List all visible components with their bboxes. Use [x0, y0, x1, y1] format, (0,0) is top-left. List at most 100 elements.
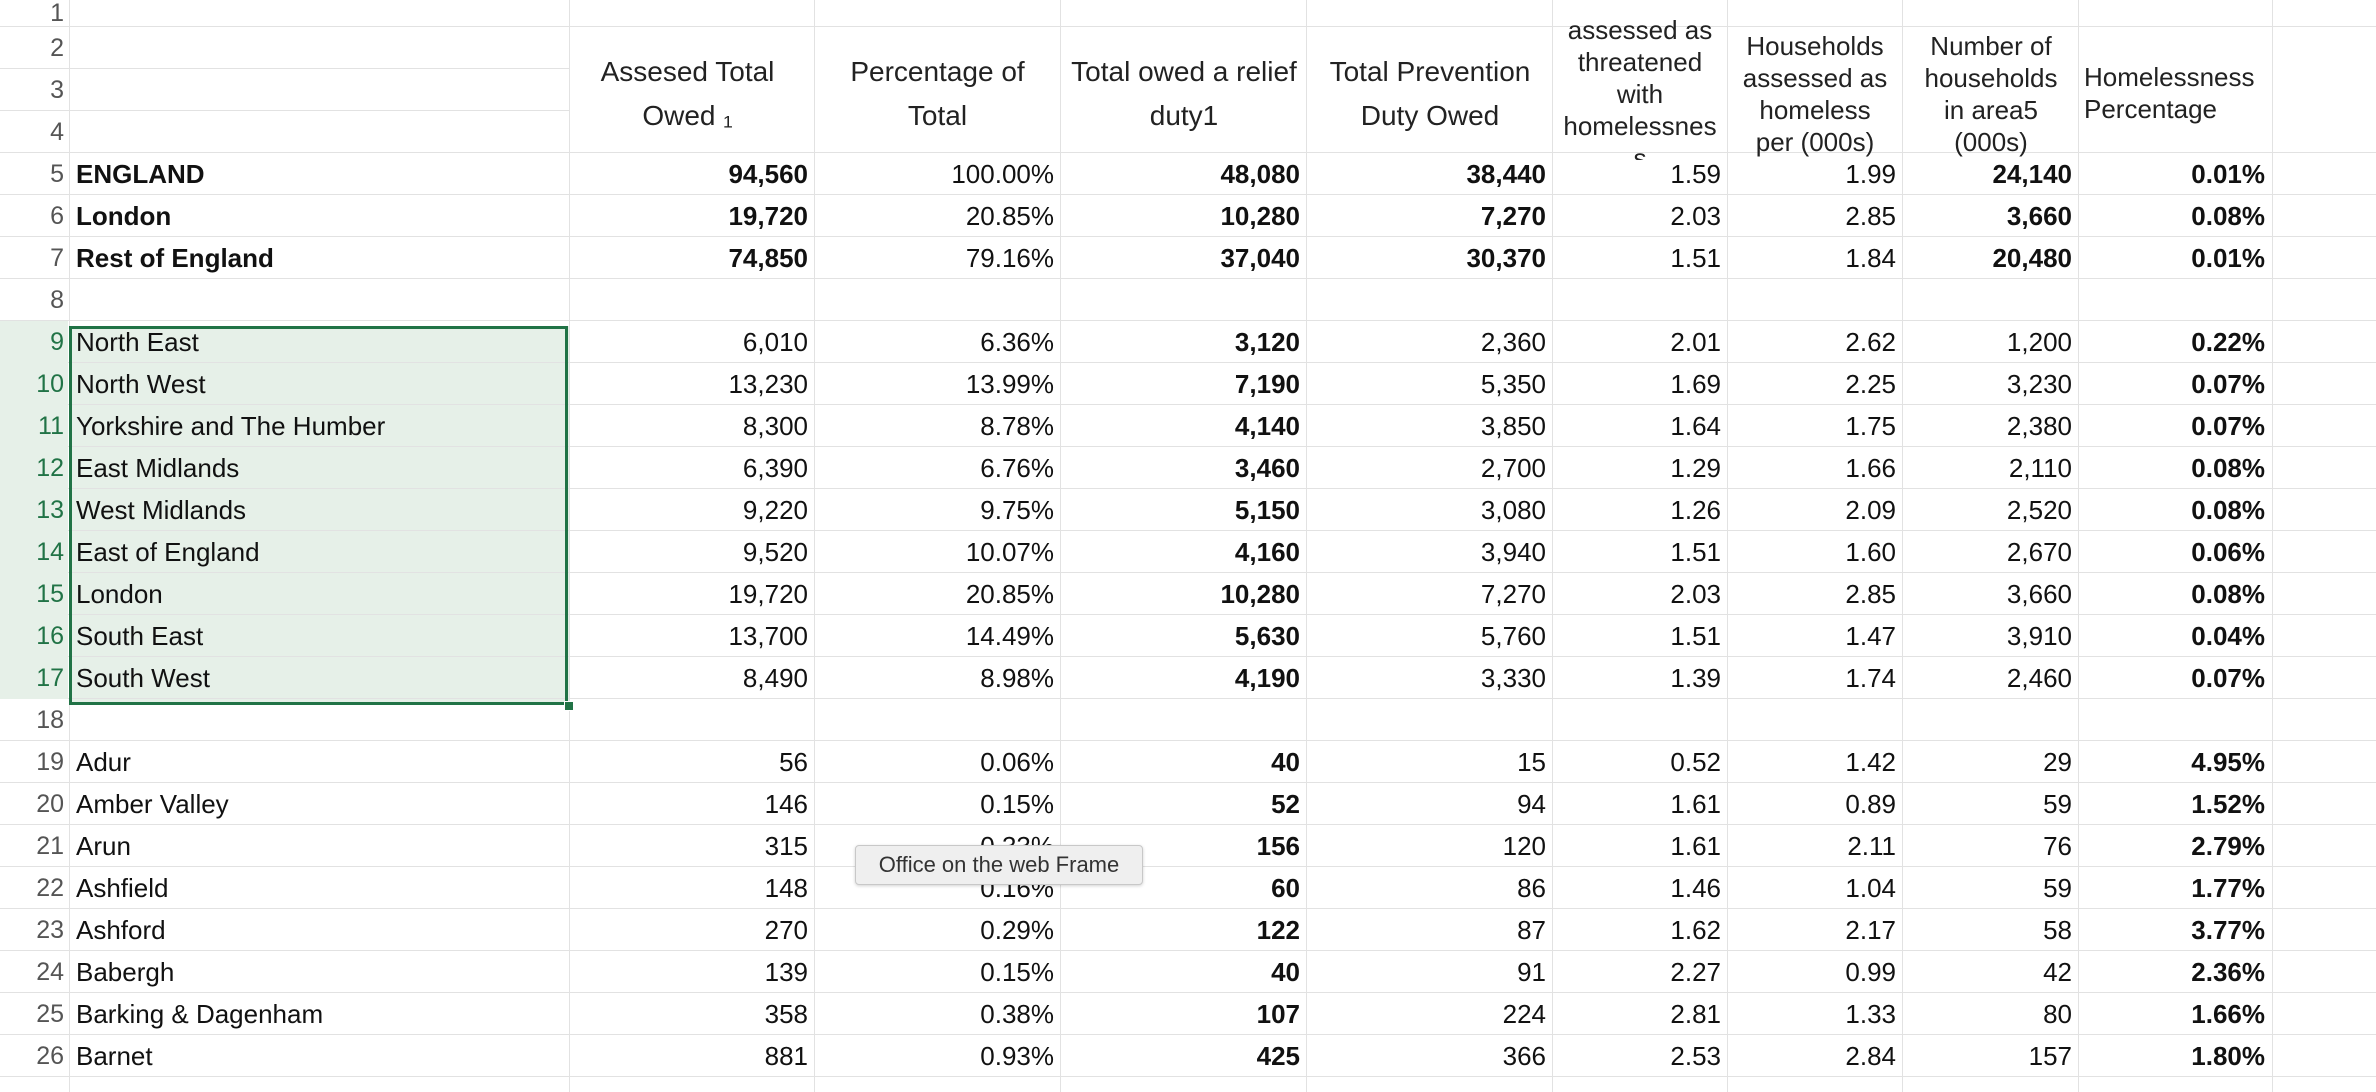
value-cell[interactable]: 0.08% — [2191, 453, 2265, 483]
value-cell[interactable]: 79.16% — [965, 243, 1054, 273]
value-cell[interactable]: 1.61 — [1670, 831, 1721, 861]
value-cell[interactable]: 3,120 — [1234, 327, 1300, 357]
value-cell[interactable]: 14.49% — [965, 621, 1054, 651]
value-cell[interactable]: 5,350 — [1480, 369, 1546, 399]
value-cell[interactable]: 3,080 — [1480, 495, 1546, 525]
value-cell[interactable]: 10,280 — [1220, 579, 1300, 609]
value-cell[interactable]: 10.07% — [965, 537, 1054, 567]
row-number-2[interactable]: 2 — [50, 34, 64, 62]
value-cell[interactable]: 122 — [1256, 915, 1300, 945]
area-name-cell[interactable]: East of England — [76, 537, 260, 567]
value-cell[interactable]: 20.85% — [965, 201, 1054, 231]
value-cell[interactable]: 139 — [764, 957, 808, 987]
value-cell[interactable]: 0.29% — [980, 915, 1054, 945]
area-name-cell[interactable]: Barking & Dagenham — [76, 999, 324, 1029]
row-number-14[interactable]: 14 — [0, 531, 68, 573]
value-cell[interactable]: 2.79% — [2191, 831, 2265, 861]
value-cell[interactable]: 1.29 — [1670, 453, 1721, 483]
value-cell[interactable]: 1.77% — [2191, 873, 2265, 903]
value-cell[interactable]: 1.51 — [1670, 621, 1721, 651]
value-cell[interactable]: 3,660 — [2006, 579, 2072, 609]
value-cell[interactable]: 157 — [2028, 1041, 2072, 1071]
value-cell[interactable]: 74,850 — [728, 243, 808, 273]
value-cell[interactable]: 3,230 — [2006, 369, 2072, 399]
value-cell[interactable]: 1.59 — [1670, 159, 1721, 189]
value-cell[interactable]: 1.47 — [1845, 621, 1896, 651]
area-name-cell[interactable]: Amber Valley — [76, 789, 229, 819]
value-cell[interactable]: 15 — [1517, 747, 1546, 777]
value-cell[interactable]: 0.07% — [2191, 369, 2265, 399]
row-number-15[interactable]: 15 — [0, 573, 68, 615]
value-cell[interactable]: 5,150 — [1234, 495, 1300, 525]
value-cell[interactable]: 2.81 — [1670, 999, 1721, 1029]
value-cell[interactable]: 146 — [764, 789, 808, 819]
value-cell[interactable]: 0.08% — [2191, 579, 2265, 609]
value-cell[interactable]: 1.42 — [1845, 747, 1896, 777]
value-cell[interactable]: 0.07% — [2191, 411, 2265, 441]
row-number-22[interactable]: 22 — [36, 874, 64, 902]
row-number-5[interactable]: 5 — [50, 160, 64, 188]
value-cell[interactable]: 1,200 — [2006, 327, 2072, 357]
value-cell[interactable]: 156 — [1256, 831, 1300, 861]
row-number-9[interactable]: 9 — [0, 321, 68, 363]
value-cell[interactable]: 20.85% — [965, 579, 1054, 609]
value-cell[interactable]: 8,490 — [742, 663, 808, 693]
area-name-cell[interactable]: East Midlands — [76, 453, 240, 483]
header-homeless-per-000s[interactable]: Households assessed as homeless per (000… — [1728, 30, 1902, 160]
value-cell[interactable]: 425 — [1256, 1041, 1300, 1071]
area-name-cell[interactable]: Adur — [76, 747, 131, 777]
value-cell[interactable]: 0.38% — [980, 999, 1054, 1029]
row-number-26[interactable]: 26 — [36, 1042, 64, 1070]
value-cell[interactable]: 91 — [1517, 957, 1546, 987]
value-cell[interactable]: 7,190 — [1234, 369, 1300, 399]
value-cell[interactable]: 2.85 — [1845, 579, 1896, 609]
row-number-4[interactable]: 4 — [50, 118, 64, 146]
area-name-cell[interactable]: ENGLAND — [76, 159, 205, 189]
value-cell[interactable]: 2.01 — [1670, 327, 1721, 357]
value-cell[interactable]: 8,300 — [742, 411, 808, 441]
value-cell[interactable]: 9,220 — [742, 495, 808, 525]
value-cell[interactable]: 0.15% — [980, 789, 1054, 819]
value-cell[interactable]: 0.01% — [2191, 243, 2265, 273]
row-number-23[interactable]: 23 — [36, 916, 64, 944]
value-cell[interactable]: 1.33 — [1845, 999, 1896, 1029]
value-cell[interactable]: 5,760 — [1480, 621, 1546, 651]
value-cell[interactable]: 2,380 — [2006, 411, 2072, 441]
value-cell[interactable]: 0.89 — [1845, 789, 1896, 819]
header-assessed-total-owed[interactable]: Assesed Total Owed ₁ — [570, 50, 805, 160]
row-number-17[interactable]: 17 — [0, 657, 68, 699]
value-cell[interactable]: 6,010 — [742, 327, 808, 357]
value-cell[interactable]: 1.60 — [1845, 537, 1896, 567]
value-cell[interactable]: 0.06% — [980, 747, 1054, 777]
value-cell[interactable]: 80 — [2043, 999, 2072, 1029]
value-cell[interactable]: 2.09 — [1845, 495, 1896, 525]
value-cell[interactable]: 2.03 — [1670, 579, 1721, 609]
value-cell[interactable]: 2,670 — [2006, 537, 2072, 567]
value-cell[interactable]: 0.52 — [1670, 747, 1721, 777]
row-number-6[interactable]: 6 — [50, 202, 64, 230]
value-cell[interactable]: 76 — [2043, 831, 2072, 861]
area-name-cell[interactable]: Arun — [76, 831, 131, 861]
value-cell[interactable]: 0.99 — [1845, 957, 1896, 987]
value-cell[interactable]: 2,460 — [2006, 663, 2072, 693]
value-cell[interactable]: 6.36% — [980, 327, 1054, 357]
value-cell[interactable]: 1.80% — [2191, 1041, 2265, 1071]
value-cell[interactable]: 1.46 — [1670, 873, 1721, 903]
value-cell[interactable]: 40 — [1271, 747, 1300, 777]
value-cell[interactable]: 94,560 — [728, 159, 808, 189]
value-cell[interactable]: 9,520 — [742, 537, 808, 567]
area-name-cell[interactable]: Babergh — [76, 957, 175, 987]
value-cell[interactable]: 13,230 — [728, 369, 808, 399]
header-homelessness-percentage[interactable]: Homelessness Percentage — [2084, 61, 2274, 131]
value-cell[interactable]: 1.51 — [1670, 243, 1721, 273]
area-name-cell[interactable]: Yorkshire and The Humber — [76, 411, 386, 441]
value-cell[interactable]: 1.04 — [1845, 873, 1896, 903]
header-threatened-homelessness[interactable]: assessed as threatened with homelessnes … — [1554, 14, 1726, 160]
value-cell[interactable]: 0.22% — [2191, 327, 2265, 357]
value-cell[interactable]: 42 — [2043, 957, 2072, 987]
value-cell[interactable]: 1.66 — [1845, 453, 1896, 483]
value-cell[interactable]: 1.64 — [1670, 411, 1721, 441]
area-name-cell[interactable]: South East — [76, 621, 204, 651]
value-cell[interactable]: 1.39 — [1670, 663, 1721, 693]
